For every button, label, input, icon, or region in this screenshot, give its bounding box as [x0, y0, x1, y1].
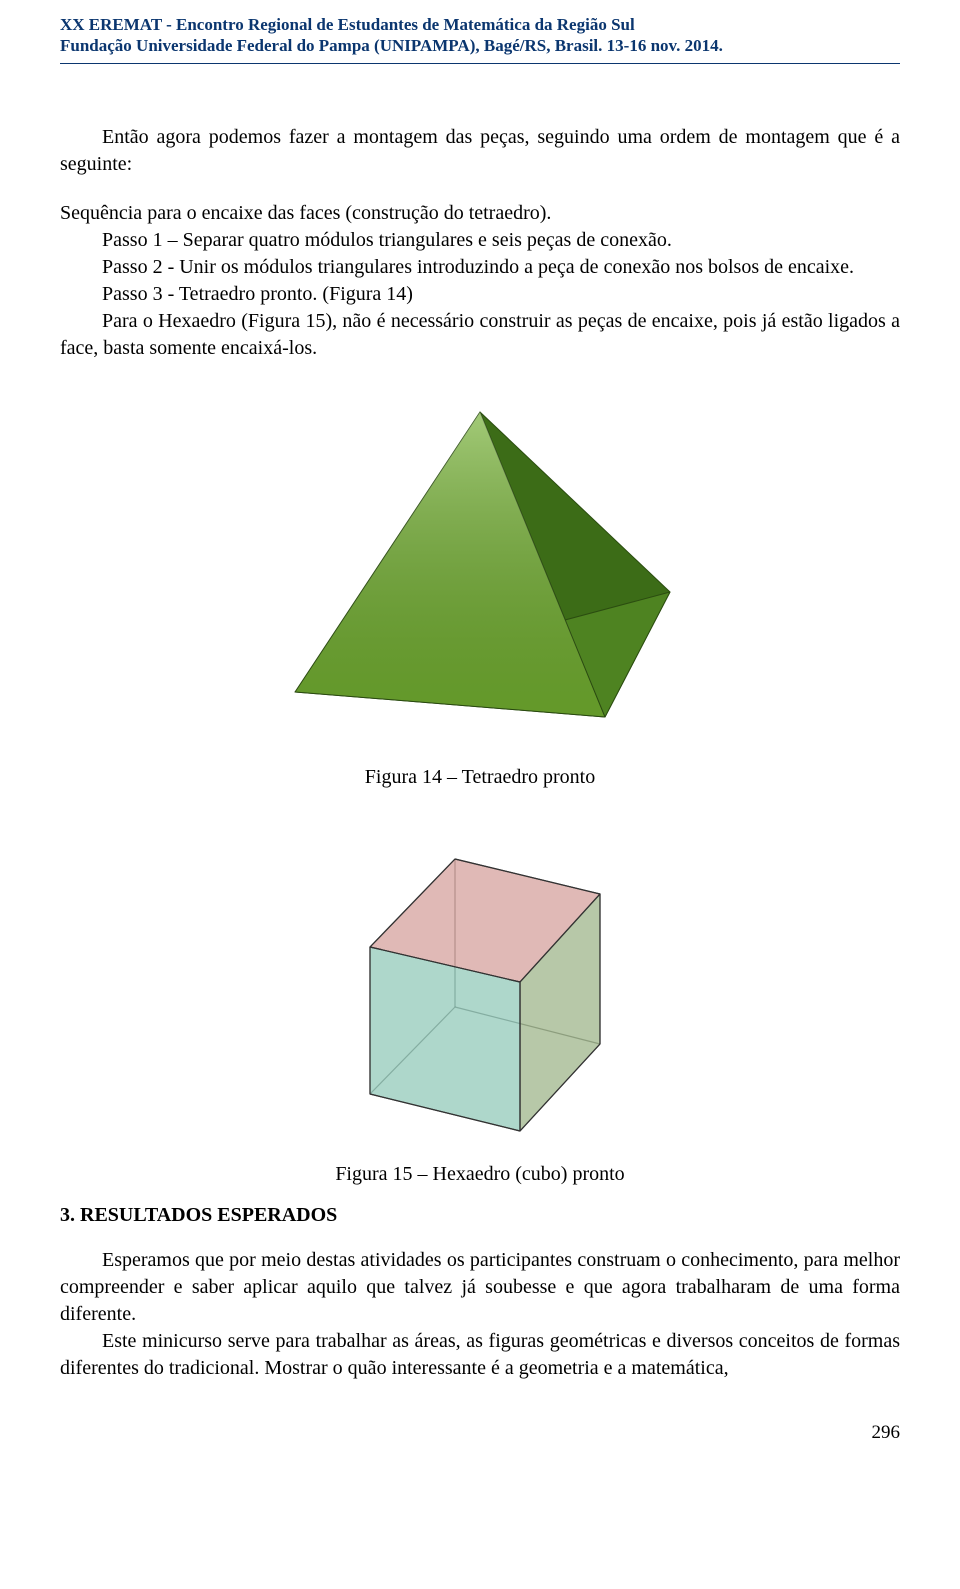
hexaedro-note: Para o Hexaedro (Figura 15), não é neces… — [60, 308, 900, 362]
running-header-line1: XX EREMAT - Encontro Regional de Estudan… — [60, 14, 900, 35]
sequence-line: Sequência para o encaixe das faces (cons… — [60, 200, 900, 227]
step-1: Passo 1 – Separar quatro módulos triangu… — [60, 227, 900, 254]
section-3-paragraph-2: Este minicurso serve para trabalhar as á… — [60, 1328, 900, 1382]
section-3-body: Esperamos que por meio destas atividades… — [60, 1247, 900, 1382]
body-text-block: Então agora podemos fazer a montagem das… — [60, 124, 900, 362]
page-number: 296 — [60, 1422, 900, 1444]
step-3: Passo 3 - Tetraedro pronto. (Figura 14) — [60, 281, 900, 308]
running-header-line2: Fundação Universidade Federal do Pampa (… — [60, 35, 900, 56]
intro-paragraph-1: Então agora podemos fazer a montagem das… — [60, 124, 900, 178]
step-2: Passo 2 - Unir os módulos triangulares i… — [60, 254, 900, 281]
section-3-heading: 3. RESULTADOS ESPERADOS — [60, 1204, 900, 1227]
figure-14-caption: Figura 14 – Tetraedro pronto — [60, 766, 900, 789]
figure-15: Figura 15 – Hexaedro (cubo) pronto — [60, 839, 900, 1186]
header-divider — [60, 63, 900, 64]
tetrahedron-svg — [265, 392, 695, 752]
figure-14: Figura 14 – Tetraedro pronto — [60, 392, 900, 789]
section-3-paragraph-1: Esperamos que por meio destas atividades… — [60, 1247, 900, 1328]
page-container: XX EREMAT - Encontro Regional de Estudan… — [0, 0, 960, 1503]
hexahedron-svg — [335, 839, 625, 1149]
figure-15-caption: Figura 15 – Hexaedro (cubo) pronto — [60, 1163, 900, 1186]
spacer — [60, 178, 900, 200]
